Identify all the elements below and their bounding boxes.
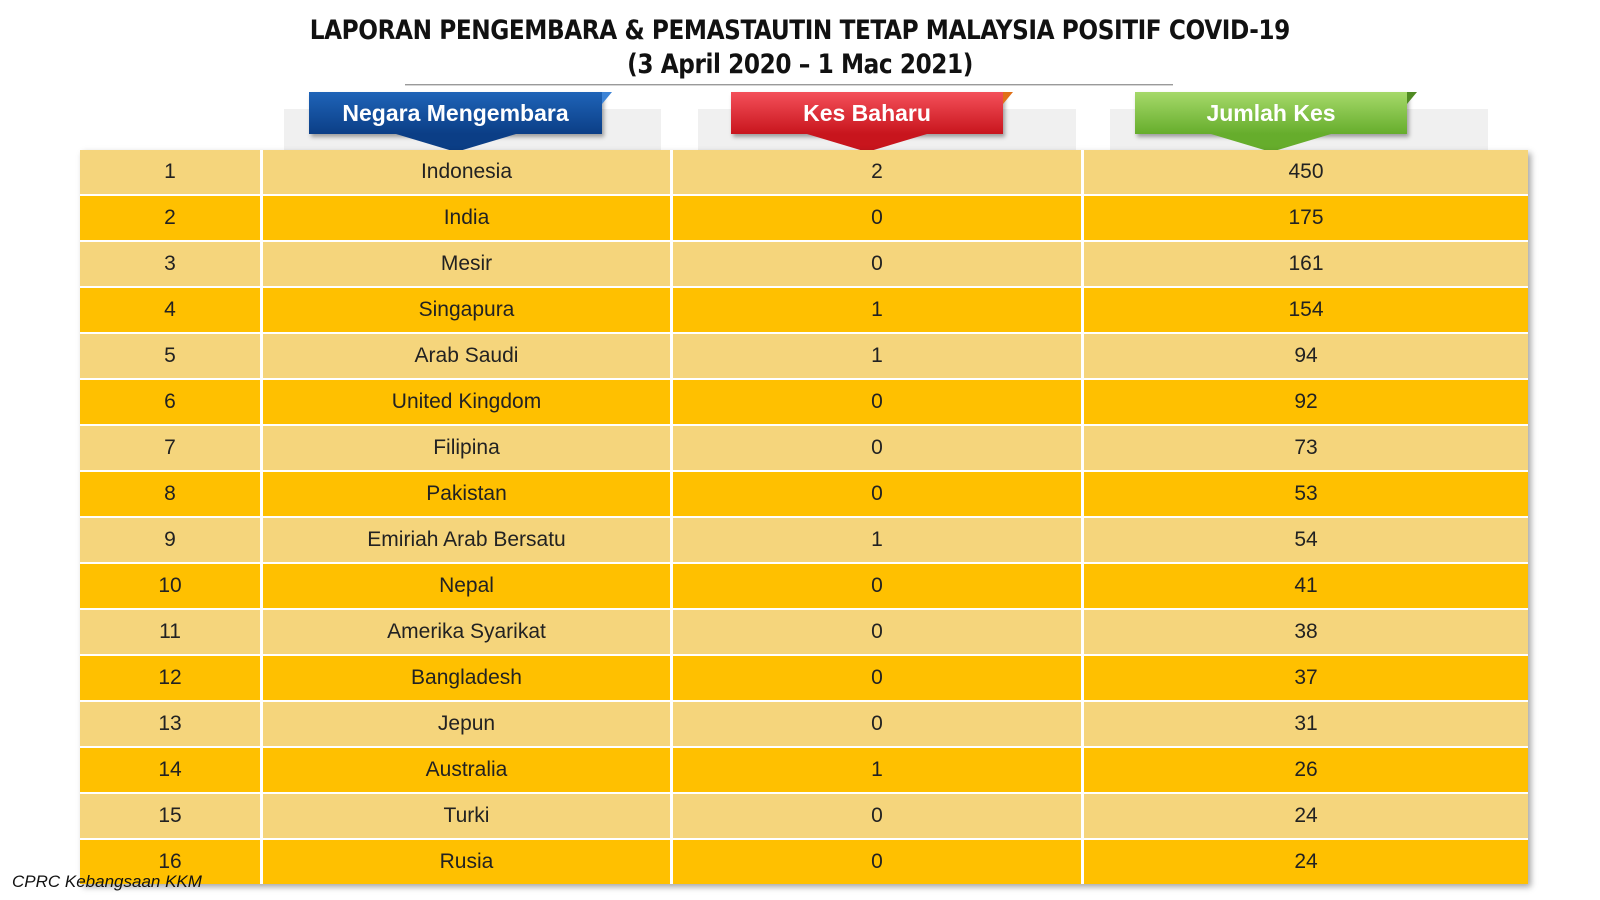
country-cell: Amerika Syarikat	[263, 610, 673, 654]
row-number: 8	[80, 472, 263, 516]
table-row: 4 Singapura 1 154	[80, 288, 1528, 334]
header-country-banner: Negara Mengembara	[309, 92, 612, 152]
page-title: LAPORAN PENGEMBARA & PEMASTAUTIN TETAP M…	[0, 14, 1600, 82]
new-cases-cell: 0	[673, 472, 1084, 516]
new-cases-cell: 0	[673, 426, 1084, 470]
title-date-range: (3 April 2020 – 1 Mac 2021)	[627, 49, 973, 80]
row-number: 10	[80, 564, 263, 608]
total-cases-cell: 26	[1084, 748, 1528, 792]
country-cell: United Kingdom	[263, 380, 673, 424]
table-row: 2 India 0 175	[80, 196, 1528, 242]
new-cases-cell: 0	[673, 610, 1084, 654]
total-cases-cell: 53	[1084, 472, 1528, 516]
row-number: 1	[80, 150, 263, 194]
country-cell: Mesir	[263, 242, 673, 286]
cases-table: 1 Indonesia 2 450 2 India 0 175 3 Mesir 0 161 4 Singa…	[80, 150, 1528, 884]
new-cases-cell: 0	[673, 656, 1084, 700]
row-number: 2	[80, 196, 263, 240]
new-cases-cell: 0	[673, 380, 1084, 424]
new-cases-cell: 1	[673, 748, 1084, 792]
header-total-cases-banner: Jumlah Kes	[1135, 92, 1417, 152]
table-row: 9 Emiriah Arab Bersatu 1 54	[80, 518, 1528, 564]
table-row: 15 Turki 0 24	[80, 794, 1528, 840]
row-number: 7	[80, 426, 263, 470]
total-cases-cell: 161	[1084, 242, 1528, 286]
row-number: 13	[80, 702, 263, 746]
new-cases-cell: 0	[673, 564, 1084, 608]
table-row: 10 Nepal 0 41	[80, 564, 1528, 610]
country-cell: India	[263, 196, 673, 240]
new-cases-cell: 0	[673, 242, 1084, 286]
total-cases-cell: 24	[1084, 840, 1528, 884]
country-cell: Jepun	[263, 702, 673, 746]
table-row: 12 Bangladesh 0 37	[80, 656, 1528, 702]
country-cell: Rusia	[263, 840, 673, 884]
header-new-cases-banner: Kes Baharu	[731, 92, 1013, 152]
total-cases-cell: 154	[1084, 288, 1528, 332]
banner-pointer-icon	[395, 134, 516, 152]
new-cases-cell: 0	[673, 196, 1084, 240]
table-row: 8 Pakistan 0 53	[80, 472, 1528, 518]
new-cases-cell: 1	[673, 518, 1084, 562]
row-number: 3	[80, 242, 263, 286]
total-cases-cell: 450	[1084, 150, 1528, 194]
row-number: 15	[80, 794, 263, 838]
row-number: 12	[80, 656, 263, 700]
new-cases-cell: 0	[673, 794, 1084, 838]
table-row: 6 United Kingdom 0 92	[80, 380, 1528, 426]
table-row: 5 Arab Saudi 1 94	[80, 334, 1528, 380]
country-cell: Bangladesh	[263, 656, 673, 700]
total-cases-cell: 94	[1084, 334, 1528, 378]
header-country-label: Negara Mengembara	[342, 99, 569, 126]
banner-fold-icon	[602, 92, 612, 104]
country-cell: Singapura	[263, 288, 673, 332]
table-row: 13 Jepun 0 31	[80, 702, 1528, 748]
table-row: 16 Rusia 0 24	[80, 840, 1528, 884]
total-cases-cell: 41	[1084, 564, 1528, 608]
total-cases-cell: 37	[1084, 656, 1528, 700]
country-cell: Nepal	[263, 564, 673, 608]
new-cases-cell: 0	[673, 840, 1084, 884]
total-cases-cell: 38	[1084, 610, 1528, 654]
total-cases-cell: 54	[1084, 518, 1528, 562]
country-cell: Turki	[263, 794, 673, 838]
row-number: 6	[80, 380, 263, 424]
row-number: 4	[80, 288, 263, 332]
total-cases-cell: 73	[1084, 426, 1528, 470]
title-divider	[405, 84, 1173, 86]
country-cell: Emiriah Arab Bersatu	[263, 518, 673, 562]
total-cases-cell: 31	[1084, 702, 1528, 746]
source-footer: CPRC Kebangsaan KKM	[12, 872, 202, 891]
new-cases-cell: 2	[673, 150, 1084, 194]
country-cell: Pakistan	[263, 472, 673, 516]
country-cell: Arab Saudi	[263, 334, 673, 378]
country-cell: Filipina	[263, 426, 673, 470]
table-row: 14 Australia 1 26	[80, 748, 1528, 794]
banner-fold-icon	[1407, 92, 1417, 104]
table-row: 3 Mesir 0 161	[80, 242, 1528, 288]
row-number: 11	[80, 610, 263, 654]
table-row: 1 Indonesia 2 450	[80, 150, 1528, 196]
banner-fold-icon	[1003, 92, 1013, 104]
row-number: 9	[80, 518, 263, 562]
new-cases-cell: 0	[673, 702, 1084, 746]
new-cases-cell: 1	[673, 334, 1084, 378]
total-cases-cell: 175	[1084, 196, 1528, 240]
country-cell: Australia	[263, 748, 673, 792]
row-number: 16	[80, 840, 263, 884]
new-cases-cell: 1	[673, 288, 1084, 332]
banner-pointer-icon	[1211, 134, 1331, 152]
total-cases-cell: 24	[1084, 794, 1528, 838]
table-row: 11 Amerika Syarikat 0 38	[80, 610, 1528, 656]
country-cell: Indonesia	[263, 150, 673, 194]
header-total-cases-label: Jumlah Kes	[1206, 99, 1336, 126]
banner-pointer-icon	[807, 134, 927, 152]
header-new-cases-label: Kes Baharu	[803, 99, 931, 126]
row-number: 14	[80, 748, 263, 792]
row-number: 5	[80, 334, 263, 378]
table-row: 7 Filipina 0 73	[80, 426, 1528, 472]
title-line-1: LAPORAN PENGEMBARA & PEMASTAUTIN TETAP M…	[309, 15, 1291, 46]
total-cases-cell: 92	[1084, 380, 1528, 424]
